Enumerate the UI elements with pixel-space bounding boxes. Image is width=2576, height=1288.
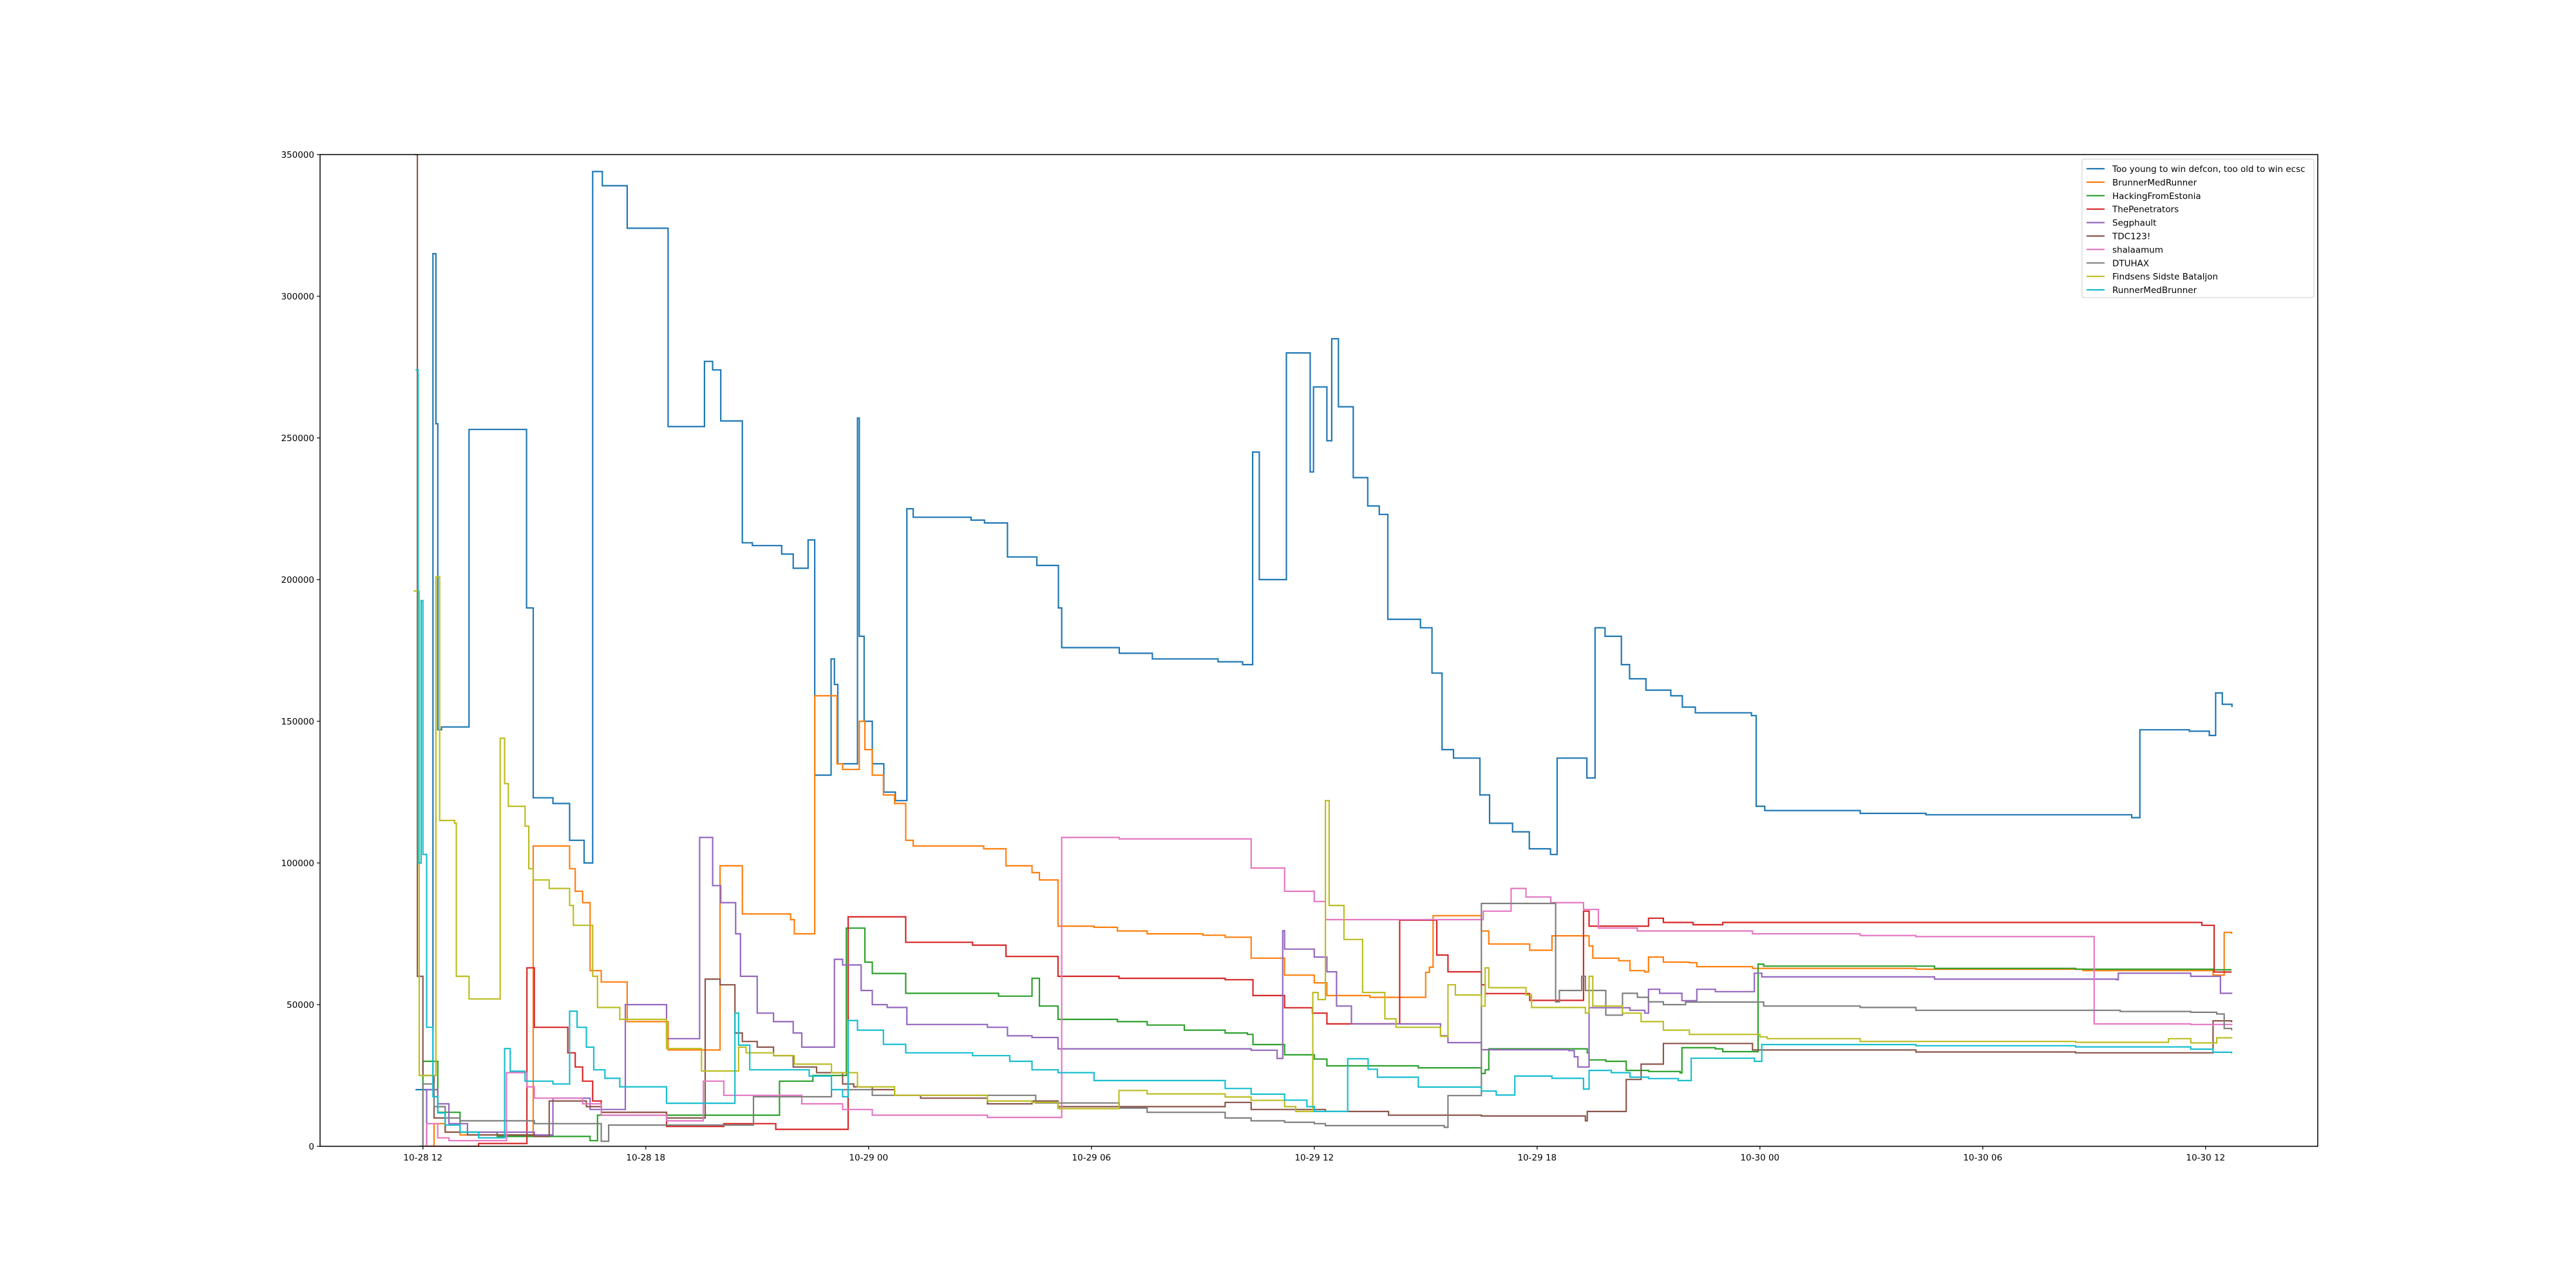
legend-box: [2081, 158, 2315, 298]
series-line-8: [413, 576, 2233, 1113]
legend-label: HackingFromEstonia: [2112, 191, 2201, 202]
y-axis: 0 50000 100000 150000 200000 250000 300000 3500…: [281, 150, 320, 1152]
y-tick-label: 0: [308, 1142, 314, 1152]
legend: Too young to win defcon, too old to win …: [2081, 158, 2315, 298]
x-tick-label: 10-30 12: [2186, 1153, 2225, 1163]
legend-entry: TDC123!: [2087, 232, 2150, 242]
y-tick-label: 300000: [281, 292, 314, 302]
y-tick-label: 250000: [281, 433, 314, 444]
x-tick-label: 10-29 06: [1072, 1153, 1111, 1163]
legend-entry: ThePenetrators: [2087, 205, 2179, 215]
series-line-2: [419, 927, 2232, 1146]
legend-entry: Findsens Sidste Bataljon: [2087, 272, 2218, 282]
x-axis: 10-28 12 10-28 18 10-29 00 10-29 06 10-29 12…: [403, 1146, 2225, 1163]
legend-entry: Segphault: [2087, 218, 2156, 229]
x-tick-label: 10-28 18: [626, 1153, 665, 1163]
x-tick-label: 10-30 00: [1740, 1153, 1779, 1163]
plot-area-frame: [319, 154, 2318, 1147]
legend-label: ThePenetrators: [2112, 205, 2179, 215]
x-tick-label: 10-29 00: [849, 1153, 888, 1163]
legend-label: shalaamum: [2112, 245, 2163, 255]
y-tick-label: 350000: [281, 150, 314, 160]
x-tick-label: 10-29 12: [1294, 1153, 1334, 1163]
legend-entry: RunnerMedBrunner: [2087, 285, 2197, 296]
y-tick-label: 100000: [281, 858, 314, 869]
legend-label: RunnerMedBrunner: [2112, 285, 2197, 296]
x-tick-label: 10-29 18: [1517, 1153, 1557, 1163]
series-line-9: [415, 369, 2233, 1139]
legend-entry: HackingFromEstonia: [2087, 191, 2201, 202]
x-tick-label: 10-30 06: [1963, 1153, 2002, 1163]
series-line-0: [415, 171, 2233, 1091]
legend-entry: Too young to win defcon, too old to win …: [2087, 164, 2306, 175]
legend-entry: shalaamum: [2087, 245, 2163, 255]
legend-label: Too young to win defcon, too old to win …: [2112, 164, 2306, 175]
legend-label: Segphault: [2112, 218, 2156, 229]
series-line-7: [419, 902, 2233, 1146]
legend-label: BrunnerMedRunner: [2112, 178, 2197, 188]
x-tick-label: 10-28 12: [403, 1153, 442, 1163]
y-tick-label: 50000: [287, 1000, 314, 1010]
series-line-4: [419, 837, 2233, 1146]
legend-entry: DTUHAX: [2087, 258, 2149, 269]
series-layer: [413, 155, 2233, 1146]
series-line-1: [419, 695, 2233, 1146]
y-tick-label: 150000: [281, 717, 314, 727]
legend-label: TDC123!: [2112, 232, 2150, 242]
legend-label: Findsens Sidste Bataljon: [2112, 272, 2218, 282]
legend-label: DTUHAX: [2112, 258, 2149, 269]
y-tick-label: 200000: [281, 575, 314, 585]
legend-entry: BrunnerMedRunner: [2087, 178, 2197, 188]
series-line-6: [419, 837, 2233, 1146]
series-line-3: [422, 910, 2232, 1146]
